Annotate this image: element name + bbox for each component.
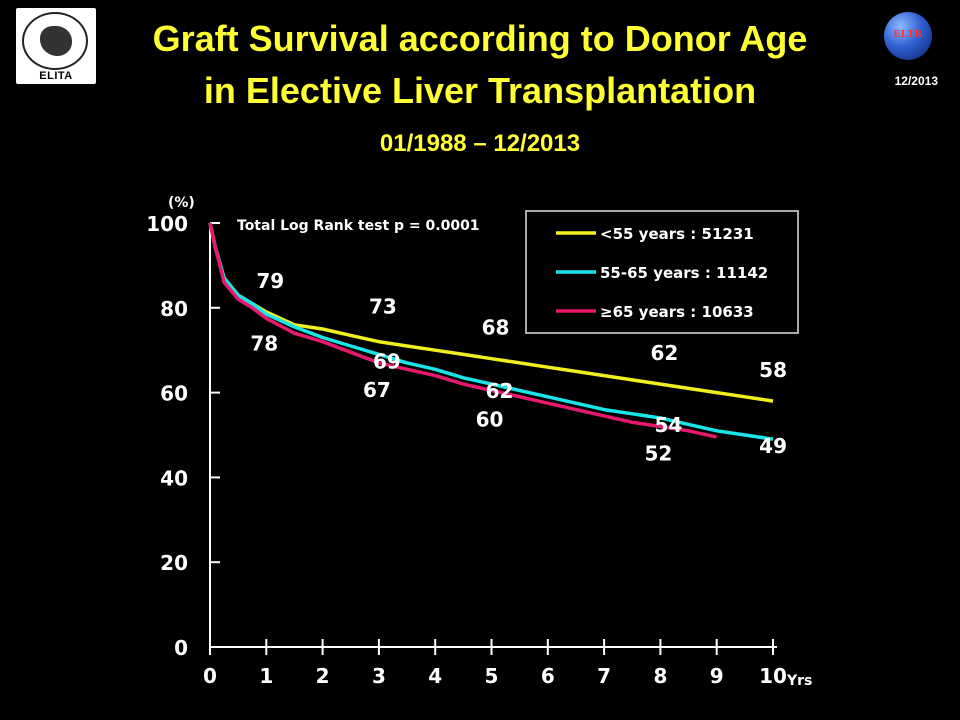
liver-icon	[40, 26, 72, 56]
legend-label-2: 55-65 years : 11142	[600, 264, 768, 282]
eltr-logo-label: ELTR	[893, 28, 923, 40]
y-tick-label: 60	[160, 382, 188, 406]
legend-label-1: <55 years : 51231	[600, 225, 754, 243]
y-tick-label: 20	[160, 551, 188, 575]
x-tick-label: 9	[710, 664, 724, 688]
data-label: 67	[363, 378, 391, 402]
logo-ring	[22, 12, 88, 70]
x-tick-label: 7	[597, 664, 611, 688]
series-line-3	[208, 222, 718, 439]
y-tick-label: 0	[174, 636, 188, 660]
data-label: 54	[654, 413, 682, 437]
date-tag: 12/2013	[894, 74, 938, 88]
y-tick-label: 80	[160, 297, 188, 321]
chart-curves	[208, 222, 774, 441]
y-axis-label: (%)	[168, 195, 195, 211]
chart-title-line1: Graft Survival according to Donor Age	[152, 18, 808, 59]
chart-title-line2: in Elective Liver Transplantation	[203, 70, 757, 111]
chart-data-labels: 79 78 73 69 67 68 62 60 62 54 52 58 49	[250, 269, 787, 465]
x-tick-label: 2	[316, 664, 330, 688]
data-label: 52	[644, 442, 672, 466]
chart-legend: <55 years : 51231 55-65 years : 11142 ≥65 …	[525, 210, 799, 334]
x-tick-label: 5	[485, 664, 499, 688]
x-tick-label: 4	[428, 664, 442, 688]
data-label: 49	[759, 434, 787, 458]
chart-subtitle: 01/1988 – 12/2013	[379, 130, 581, 157]
x-tick-label: 6	[541, 664, 555, 688]
elita-logo-label: ELITA	[39, 70, 73, 82]
data-label: 69	[373, 349, 401, 373]
x-tick-label: 1	[259, 664, 273, 688]
data-label: 73	[369, 294, 397, 318]
x-tick-label: 3	[372, 664, 386, 688]
series-line-2	[208, 222, 774, 441]
x-tick-label: 8	[653, 664, 667, 688]
x-tick-label: 10	[759, 664, 787, 688]
data-label: 79	[256, 269, 284, 293]
data-label: 62	[486, 379, 514, 403]
data-label: 58	[759, 358, 787, 382]
eltr-globe-logo: ELTR	[884, 12, 932, 60]
y-tick-label: 100	[146, 212, 188, 236]
elita-logo: ELITA	[16, 8, 96, 84]
x-axis-label: Yrs	[786, 673, 812, 689]
data-label: 60	[476, 408, 504, 432]
legend-box	[525, 210, 799, 334]
y-tick-label: 40	[160, 466, 188, 490]
data-label: 68	[482, 316, 510, 340]
chart-annotations: Total Log Rank test p = 0.0001	[237, 218, 480, 234]
data-label: 62	[650, 341, 678, 365]
data-label: 78	[250, 331, 278, 355]
legend-label-3: ≥65 years : 10633	[600, 303, 754, 321]
x-tick-label: 0	[203, 664, 217, 688]
log-rank-annotation: Total Log Rank test p = 0.0001	[237, 218, 480, 234]
